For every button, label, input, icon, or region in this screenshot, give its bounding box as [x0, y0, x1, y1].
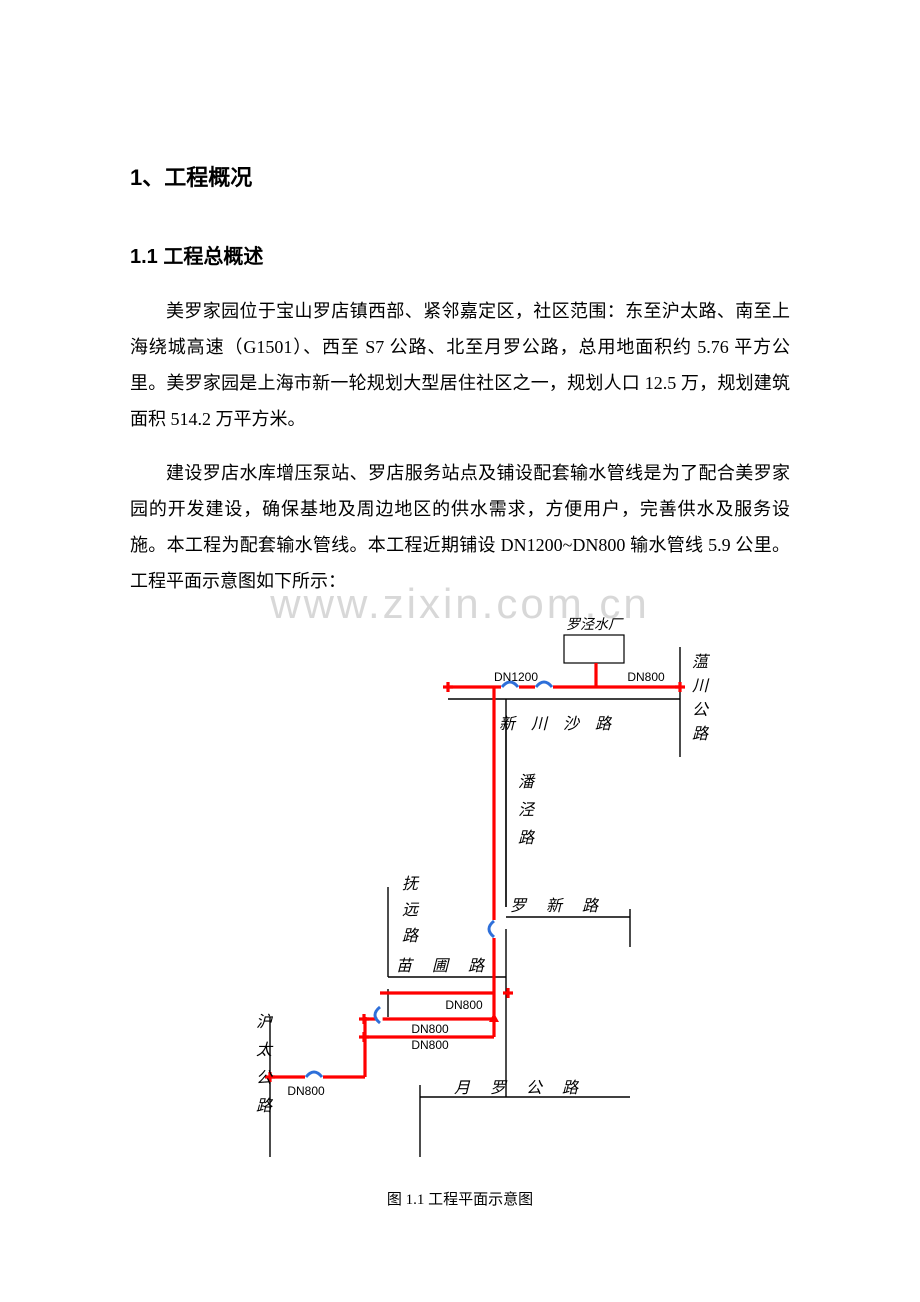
svg-text:新 川 沙 路: 新 川 沙 路 — [499, 715, 617, 733]
svg-text:DN800: DN800 — [445, 998, 483, 1012]
paragraph-2: 建设罗店水库增压泵站、罗店服务站点及铺设配套输水管线是为了配合美罗家园的开发建设… — [130, 455, 790, 599]
svg-text:DN800: DN800 — [411, 1038, 449, 1052]
svg-text:路: 路 — [402, 927, 420, 945]
svg-text:DN800: DN800 — [411, 1022, 449, 1036]
svg-text:沪: 沪 — [256, 1013, 274, 1031]
svg-text:月 罗 公 路: 月 罗 公 路 — [454, 1079, 586, 1097]
svg-text:DN800: DN800 — [627, 670, 665, 684]
svg-text:罗泾水厂: 罗泾水厂 — [566, 617, 624, 633]
svg-text:太: 太 — [256, 1041, 274, 1059]
svg-text:远: 远 — [402, 902, 420, 919]
svg-text:路: 路 — [518, 829, 536, 847]
paragraph-1: 美罗家园位于宝山罗店镇西部、紧邻嘉定区，社区范围：东至沪太路、南至上海绕城高速（… — [130, 293, 790, 437]
svg-text:公: 公 — [256, 1069, 274, 1087]
svg-text:公: 公 — [692, 701, 710, 719]
svg-text:川: 川 — [692, 678, 710, 695]
svg-text:潘: 潘 — [518, 773, 536, 791]
svg-text:路: 路 — [256, 1097, 274, 1115]
heading-2: 1.1 工程总概述 — [130, 240, 790, 269]
figure-wrap: 罗泾水厂 DN1200 DN800 DN800 DN800 DN800 DN800 新 川 沙… — [130, 617, 790, 1209]
heading-1: 1、工程概况 — [130, 160, 790, 192]
svg-text:DN1200: DN1200 — [494, 670, 538, 684]
svg-text:抚: 抚 — [402, 875, 420, 893]
figure-caption: 图 1.1 工程平面示意图 — [130, 1188, 790, 1209]
pipeline-diagram: 罗泾水厂 DN1200 DN800 DN800 DN800 DN800 DN800 新 川 沙… — [210, 617, 710, 1177]
svg-text:苗 圃 路: 苗 圃 路 — [396, 957, 492, 975]
svg-text:路: 路 — [692, 725, 710, 743]
svg-text:泾: 泾 — [518, 801, 536, 819]
page: 1、工程概况 1.1 工程总概述 美罗家园位于宝山罗店镇西部、紧邻嘉定区，社区范… — [0, 0, 920, 1302]
svg-text:DN800: DN800 — [287, 1084, 325, 1098]
svg-text:蕰: 蕰 — [692, 653, 710, 671]
svg-text:罗 新 路: 罗 新 路 — [510, 897, 606, 915]
